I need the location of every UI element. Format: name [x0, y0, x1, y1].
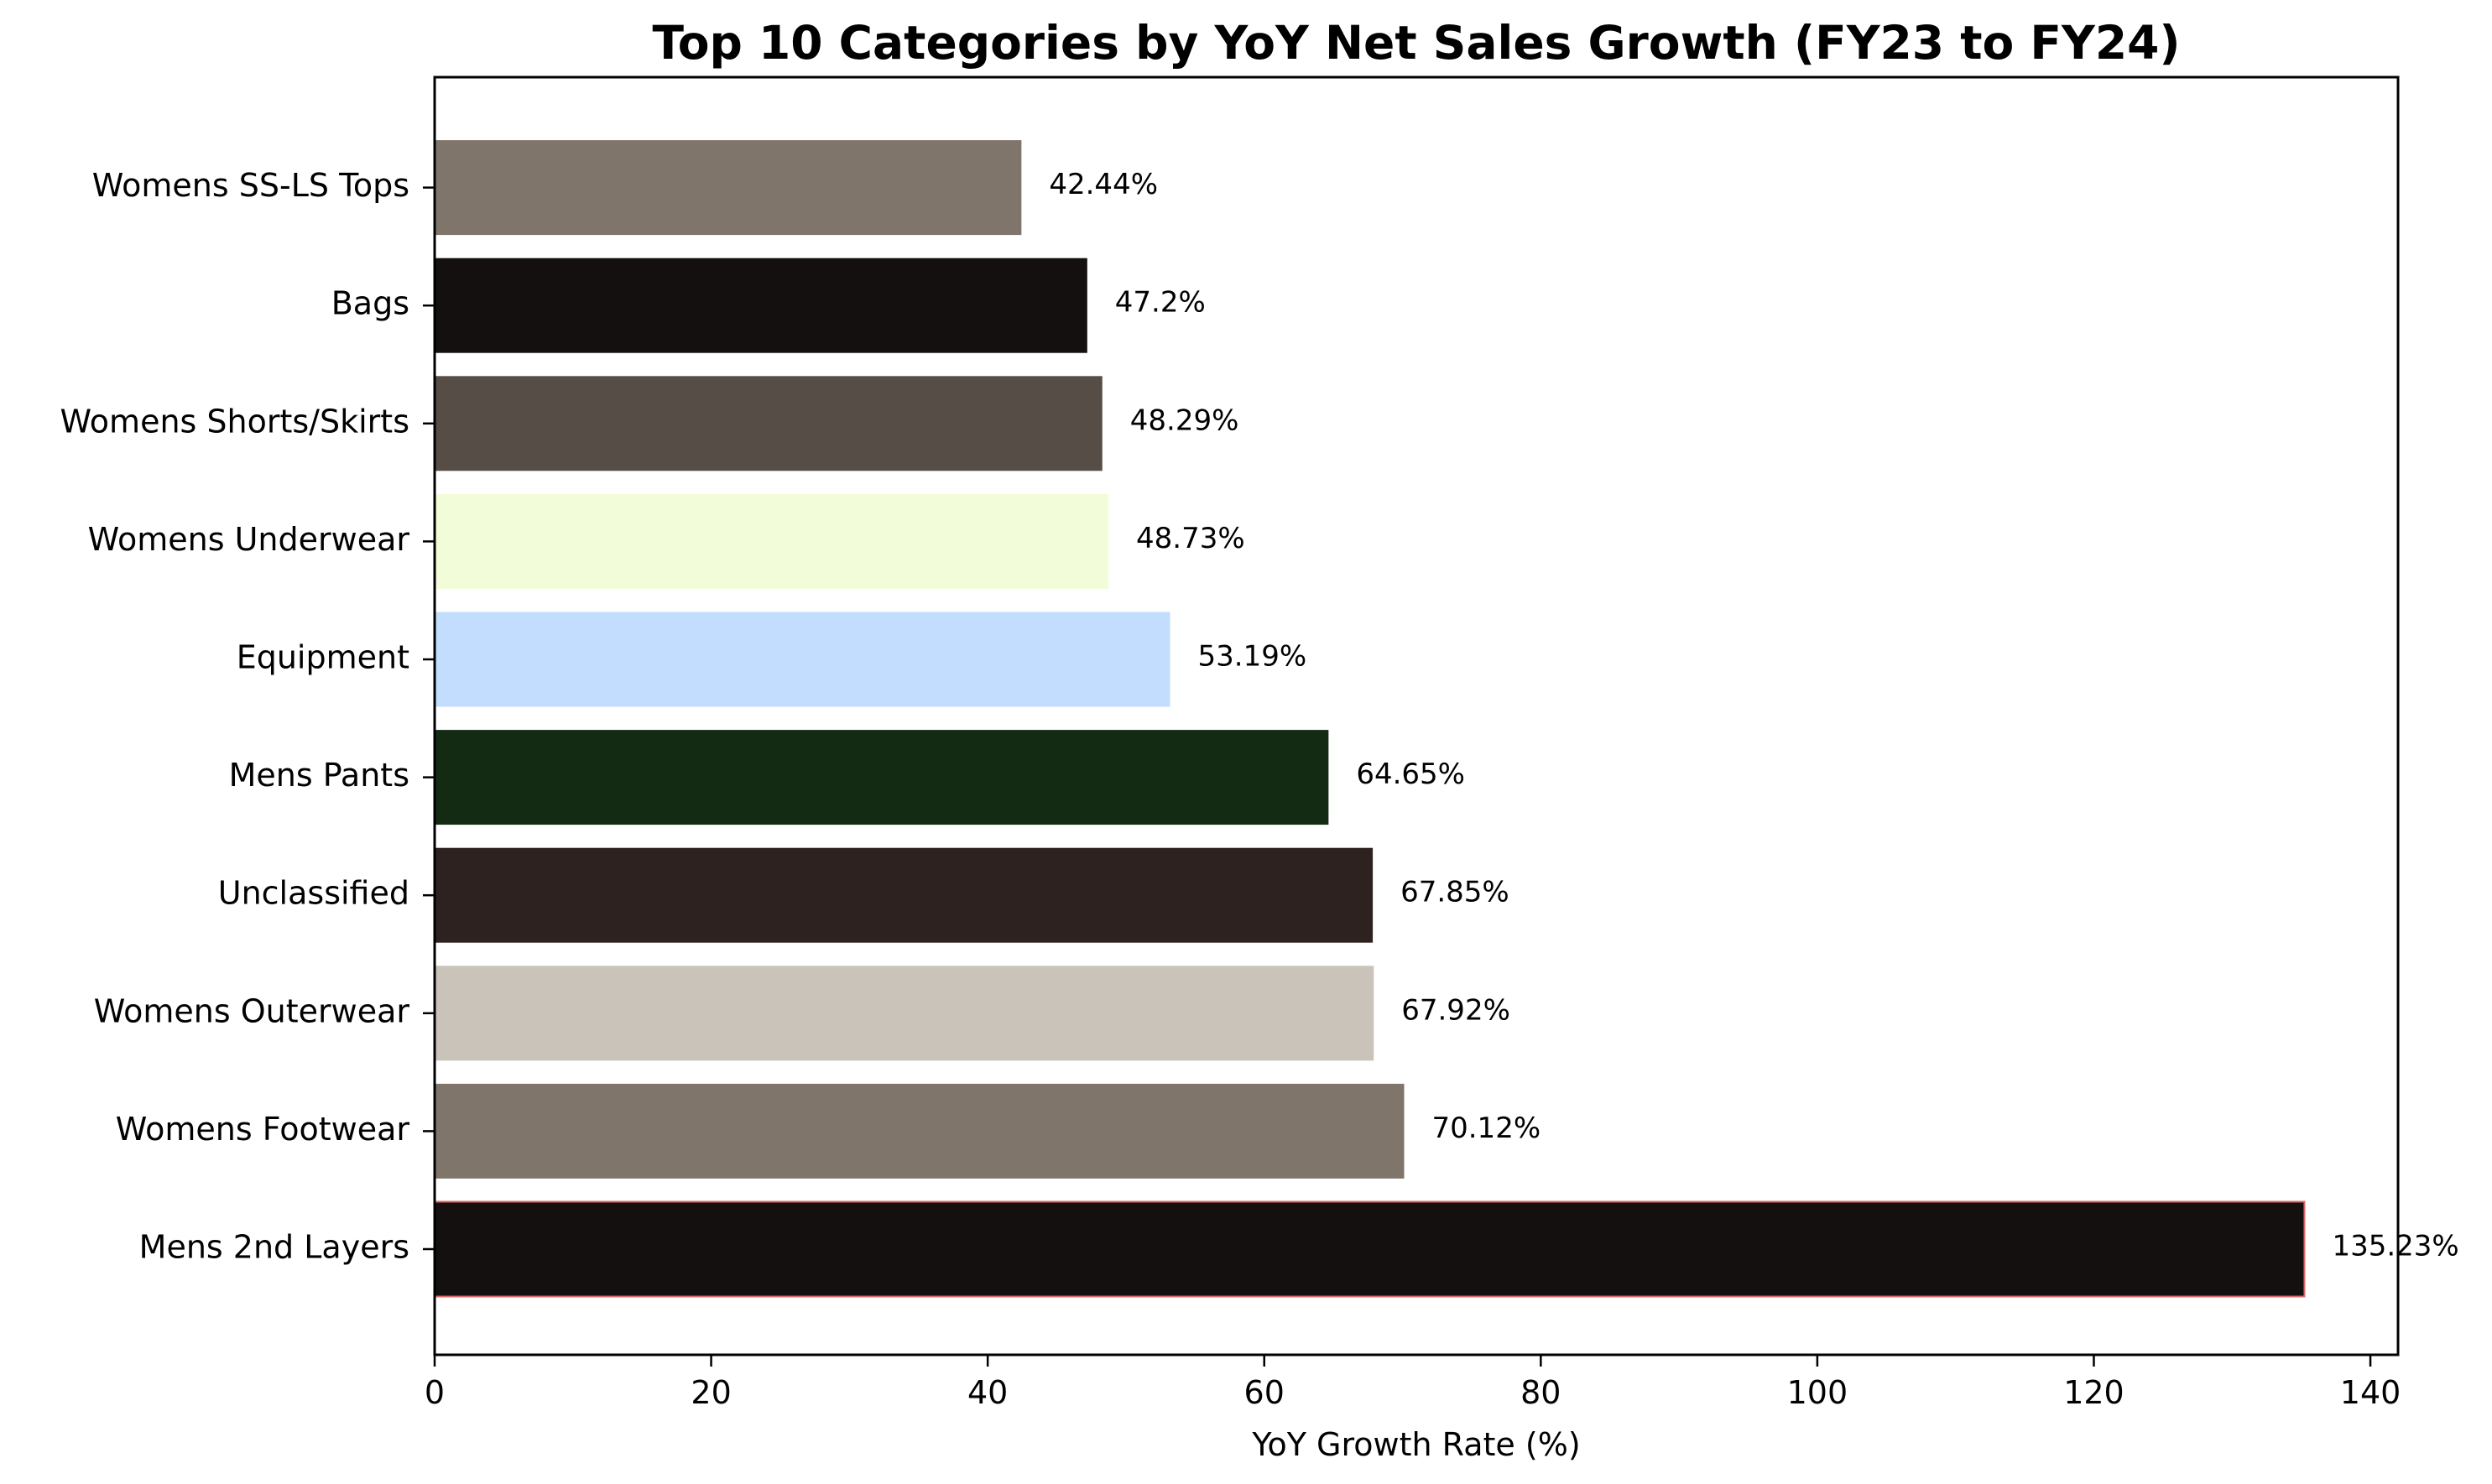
x-tick-label-4: 80	[1520, 1374, 1561, 1411]
x-tick-label-7: 140	[2340, 1374, 2401, 1411]
y-tick-label-6: Womens Underwear	[88, 521, 410, 558]
bar-1	[435, 1083, 1405, 1179]
y-tick-label-7: Womens Shorts/Skirts	[60, 403, 409, 440]
x-tick-label-6: 120	[2063, 1374, 2124, 1411]
y-tick-label-4: Mens Pants	[229, 757, 409, 794]
x-tick-label-5: 100	[1787, 1374, 1848, 1411]
bar-5	[435, 612, 1170, 707]
x-tick-label-0: 0	[425, 1374, 445, 1411]
y-tick-label-5: Equipment	[237, 639, 409, 676]
y-tick-label-0: Mens 2nd Layers	[139, 1229, 409, 1266]
y-tick-label-9: Womens SS-LS Tops	[92, 167, 409, 204]
data-label-8: 47.2%	[1115, 286, 1206, 320]
data-label-3: 67.85%	[1400, 876, 1509, 909]
x-tick-label-1: 20	[691, 1374, 731, 1411]
data-label-7: 48.29%	[1130, 404, 1239, 437]
data-label-9: 42.44%	[1049, 168, 1158, 201]
data-label-0: 135.23%	[2332, 1230, 2458, 1263]
bar-6	[435, 493, 1109, 589]
y-tick-label-1: Womens Footwear	[116, 1111, 410, 1148]
data-label-6: 48.73%	[1136, 522, 1245, 555]
x-axis: 0 20 40 60 80 100 120 140	[425, 1355, 2401, 1411]
data-label-5: 53.19%	[1198, 640, 1307, 674]
value-labels-layer: 135.23% 70.12% 67.92% 67.85% 64.65% 53.19% 48.…	[1049, 168, 2458, 1263]
bar-0	[434, 1200, 2306, 1298]
bar-4	[435, 730, 1329, 825]
y-tick-label-2: Womens Outerwear	[94, 992, 410, 1029]
x-axis-title: YoY Growth Rate (%)	[1251, 1426, 1580, 1463]
data-label-1: 70.12%	[1431, 1112, 1541, 1145]
x-tick-label-3: 60	[1244, 1374, 1285, 1411]
plot-frame	[433, 76, 2400, 1356]
y-axis: Mens 2nd Layers Womens Footwear Womens Out…	[60, 167, 435, 1266]
bar-7	[435, 376, 1103, 471]
bar-3	[435, 847, 1374, 943]
chart-title: Top 10 Categories by YoY Net Sales Growt…	[652, 16, 2180, 70]
bar-2	[435, 966, 1374, 1061]
x-tick-label-2: 40	[967, 1374, 1008, 1411]
data-label-2: 67.92%	[1401, 993, 1510, 1027]
y-tick-label-3: Unclassified	[218, 875, 409, 912]
data-label-4: 64.65%	[1356, 758, 1465, 791]
bars-layer	[434, 140, 2306, 1298]
bar-8	[435, 258, 1087, 353]
bar-9	[435, 140, 1022, 236]
y-tick-label-8: Bags	[331, 285, 409, 322]
